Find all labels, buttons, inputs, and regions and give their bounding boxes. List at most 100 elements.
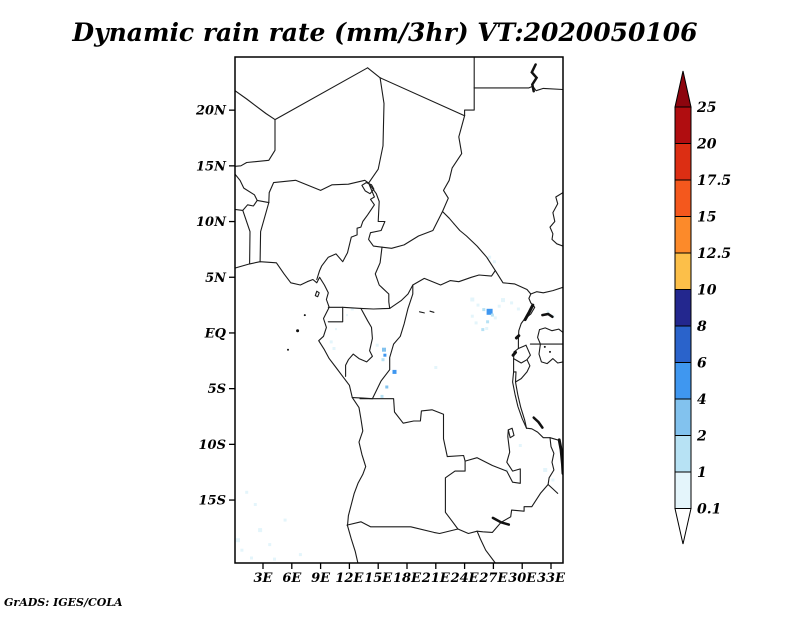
rain-cell [240,548,244,552]
map-frame [234,56,564,564]
colorbar-label: 20 [696,137,717,153]
rain-cell [332,347,336,350]
colorbar-segment [674,325,692,363]
lon-tick-label: 12E [335,571,364,586]
rain-cell [434,366,438,369]
colorbar-label: 6 [697,356,707,372]
rain-cell [510,301,514,305]
colorbar-label: 8 [697,319,707,335]
rain-cell [481,328,485,332]
grads-attribution: GrADS: IGES/COLA [4,596,123,609]
rain-cell [283,518,287,522]
rain-cell [375,343,379,347]
colorbar-segment [674,289,692,327]
rain-cell [485,327,489,330]
lon-tick-label: 15E [364,571,393,586]
lake-edward [514,334,521,340]
map-borders [235,57,563,563]
rain-cell [385,385,389,389]
lat-tick-label: 10S [199,438,226,453]
island-dot [296,329,300,333]
colorbar-segment [674,471,692,509]
colorbar-label: 1 [697,465,707,481]
island-dot [287,348,289,351]
colorbar-label: 2 [696,429,707,445]
rain-cell [470,314,474,318]
plot-title: Dynamic rain rate (mm/3hr) VT:2020050106 [72,18,698,47]
lake-albert [523,303,535,322]
rain-cell [492,260,496,264]
colorbar-cap-above [674,70,692,108]
colorbar-label: 0.1 [697,502,721,518]
lat-tick-label: 10N [196,215,227,230]
lat-tick-label: 5S [208,382,226,397]
colorbar-label: 12.5 [697,246,731,262]
rain-cell [382,347,386,352]
islands [287,314,551,353]
lat-tick-label: EQ [204,326,227,341]
rain-cell [298,553,302,557]
lat-tick-label: 20N [195,104,227,119]
rain-cell [258,528,263,533]
colorbar-cap-below [674,508,692,545]
rain-cell [486,308,493,315]
colorbar-label: 17.5 [697,173,731,189]
rain-cell [482,308,486,312]
colorbar-label: 10 [697,283,717,299]
colorbar-segment [674,252,692,290]
rain-cell [505,468,509,472]
lon-tick-label: 9E [311,571,331,586]
rain-cell [253,503,257,506]
rain-cell [543,468,548,472]
colorbar-segment [674,179,692,217]
colorbar-segment [674,362,692,400]
rain-cell [490,313,494,317]
lakes [491,63,563,526]
rain-cell [551,478,555,482]
lat-tick-label: 5N [205,271,227,286]
rain-cell [476,303,480,307]
rain-cell [392,369,397,374]
colorbar-segment [674,435,692,473]
rain-cell [497,304,501,308]
lake-kivu [511,350,517,357]
colorbar-segment [674,398,692,436]
island-dot [549,350,551,353]
rain-cell [236,538,240,543]
lon-tick-label: 18E [393,571,422,586]
y-axis-ticks: 20N 15N 10N 5N EQ 5S 10S 15S [195,104,235,509]
rain-cell [335,328,337,331]
colorbar-segment [674,106,692,144]
island-dot [303,314,306,317]
colorbar-label: 15 [697,210,716,226]
rain-cell [350,307,354,311]
lon-tick-label: 33E [537,571,566,586]
lon-tick-label: 6E [282,571,302,586]
lon-tick-label: 30E [508,571,537,586]
rain-cell [486,320,490,324]
island-dot [543,345,546,348]
colorbar-label: 4 [697,392,707,408]
lake-kariba [491,516,511,526]
colorbar-segment [674,216,692,254]
lon-tick-label: 3E [254,571,274,586]
rain-cell [488,255,492,259]
lon-tick-label: 21E [421,571,451,586]
map-area [235,57,563,563]
rain-cell [380,394,384,398]
lake-rukwa [532,416,544,429]
rain-cells [236,255,555,561]
rain-cell [546,310,550,314]
rain-cell [516,307,520,311]
lat-tick-label: 15N [196,159,227,174]
colorbar-label: 25 [696,100,716,116]
rain-cell [250,556,253,560]
rain-cell [268,543,272,547]
colorbar-segment [674,143,692,181]
rain-cell [493,316,497,320]
rain-cell [501,298,505,303]
x-axis-ticks: 3E 6E 9E 12E 15E 18E 21E 24E 27E 30E 33E [254,563,566,586]
rain-cell [518,444,522,447]
